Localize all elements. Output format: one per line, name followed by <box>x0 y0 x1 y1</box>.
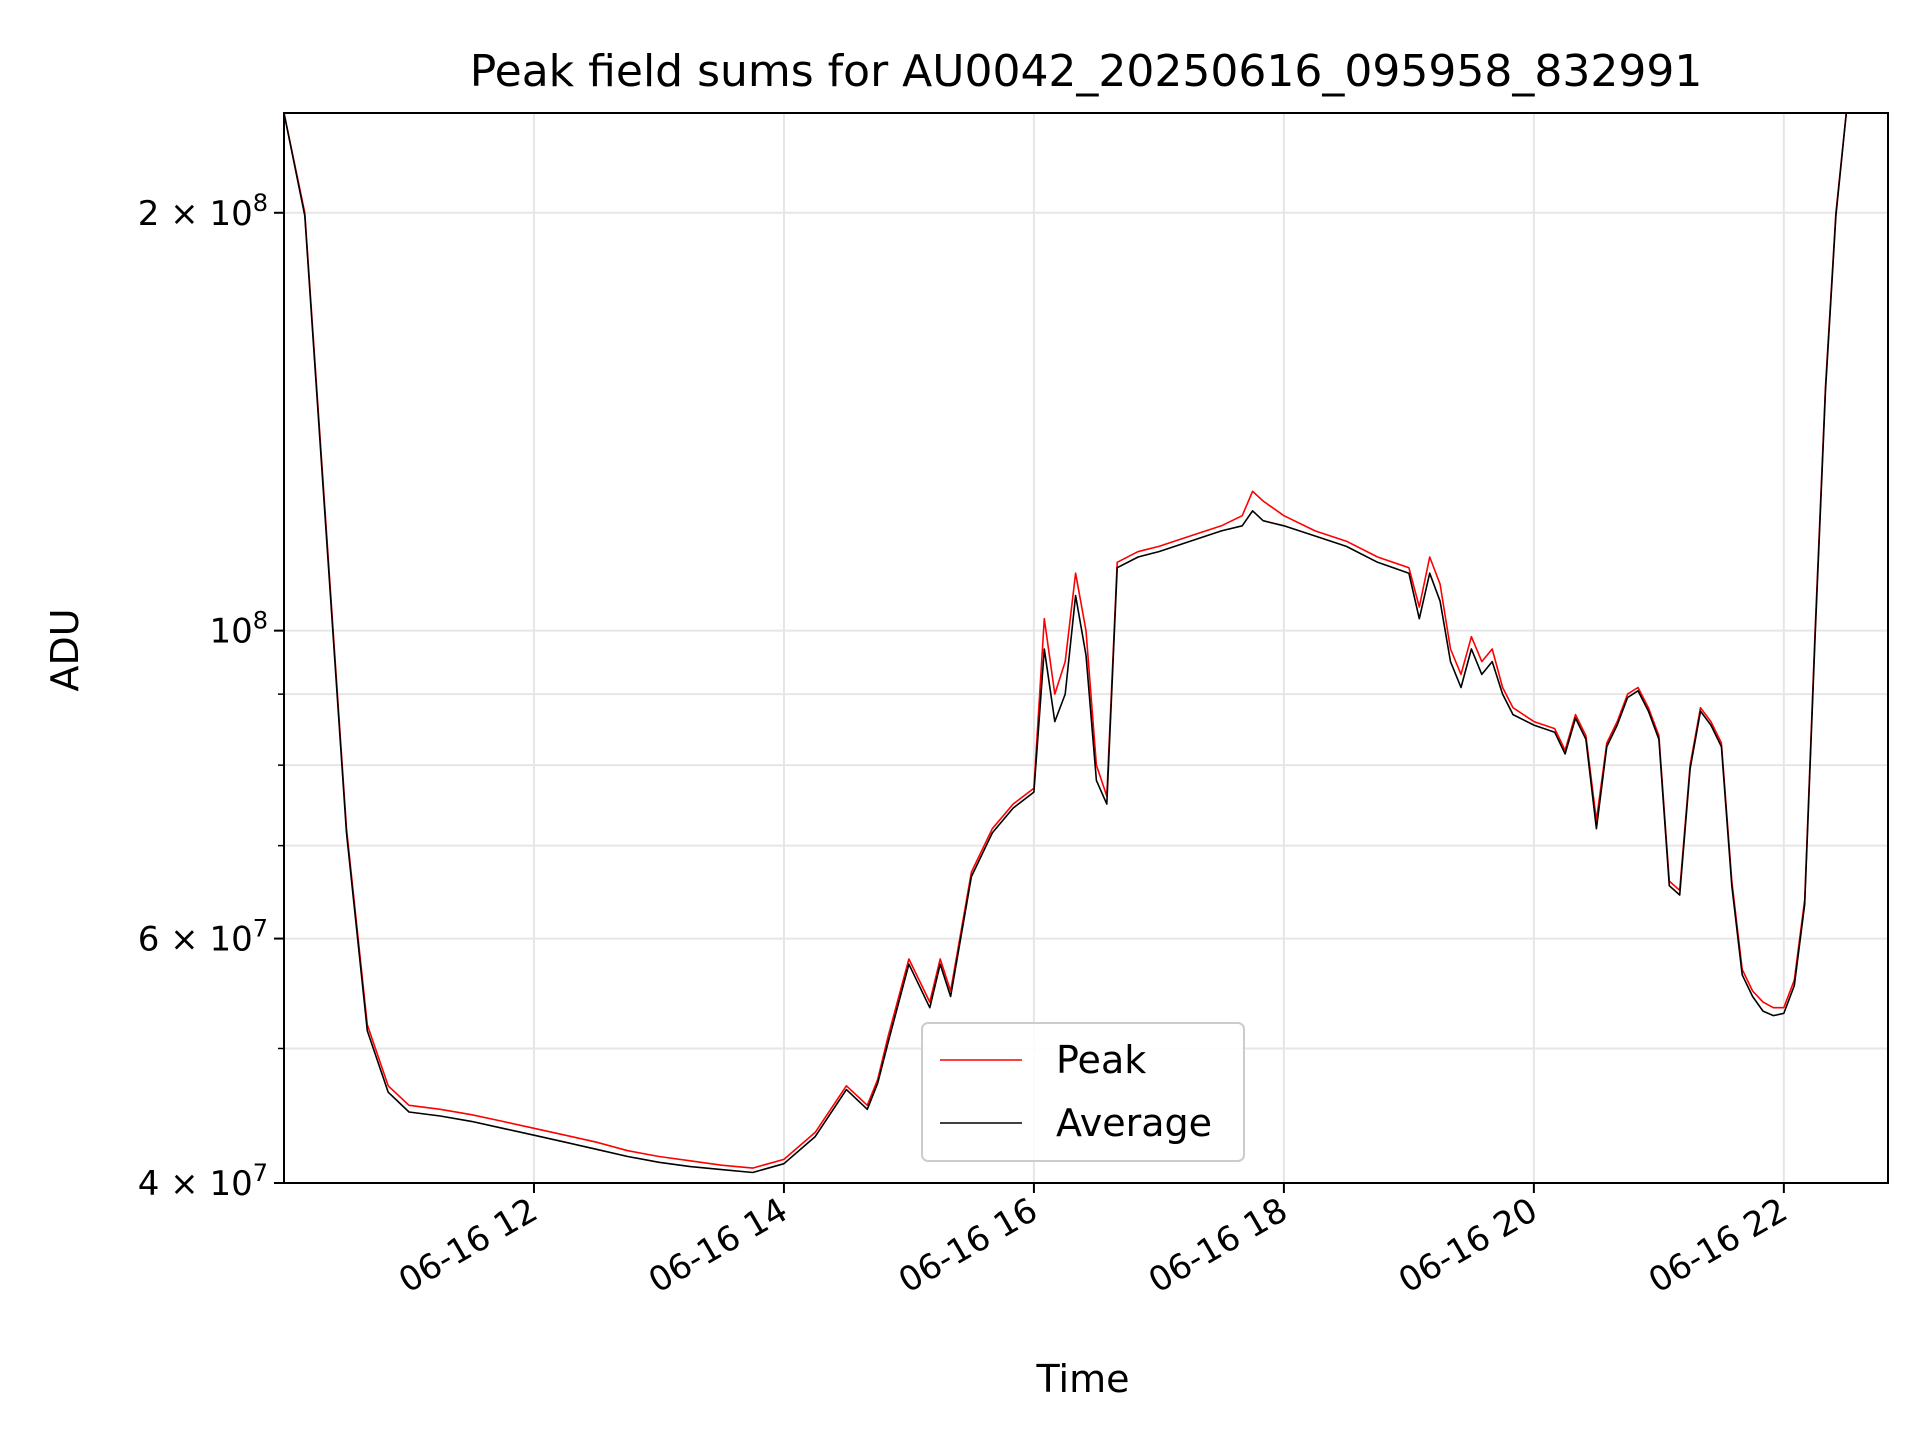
x-axis-label: Time <box>1036 1357 1130 1401</box>
chart-title: Peak field sums for AU0042_20250616_0959… <box>470 46 1703 97</box>
y-tick-label: 108 <box>209 607 268 652</box>
y-tick-label: 6 × 107 <box>138 915 268 960</box>
legend: Peak Average <box>921 1022 1245 1162</box>
legend-box <box>921 1022 1245 1162</box>
y-tick-label: 2 × 108 <box>138 189 268 234</box>
y-axis-ticks: 2 × 108 108 6 × 107 4 × 107 <box>138 189 284 1204</box>
y-axis-label: ADU <box>43 608 87 691</box>
x-axis-ticks: 06-16 12 06-16 14 06-16 16 06-16 18 06-16 20… <box>392 1183 1794 1301</box>
plot-frame <box>283 112 1889 1184</box>
x-tick-label: 06-16 20 <box>1392 1190 1544 1301</box>
grid-lines <box>284 113 1888 1184</box>
x-tick-label: 06-16 16 <box>892 1190 1044 1301</box>
series-layer <box>284 113 1888 1174</box>
x-tick-label: 06-16 22 <box>1642 1190 1794 1301</box>
legend-average-label: Average <box>1056 1101 1212 1145</box>
series-line-average <box>284 113 1888 1174</box>
legend-peak-label: Peak <box>1056 1038 1146 1082</box>
x-tick-label: 06-16 14 <box>642 1190 794 1301</box>
series-line-peak <box>284 113 1888 1169</box>
x-tick-label: 06-16 12 <box>392 1190 544 1301</box>
x-tick-label: 06-16 18 <box>1142 1190 1294 1301</box>
y-tick-label: 4 × 107 <box>138 1159 268 1204</box>
